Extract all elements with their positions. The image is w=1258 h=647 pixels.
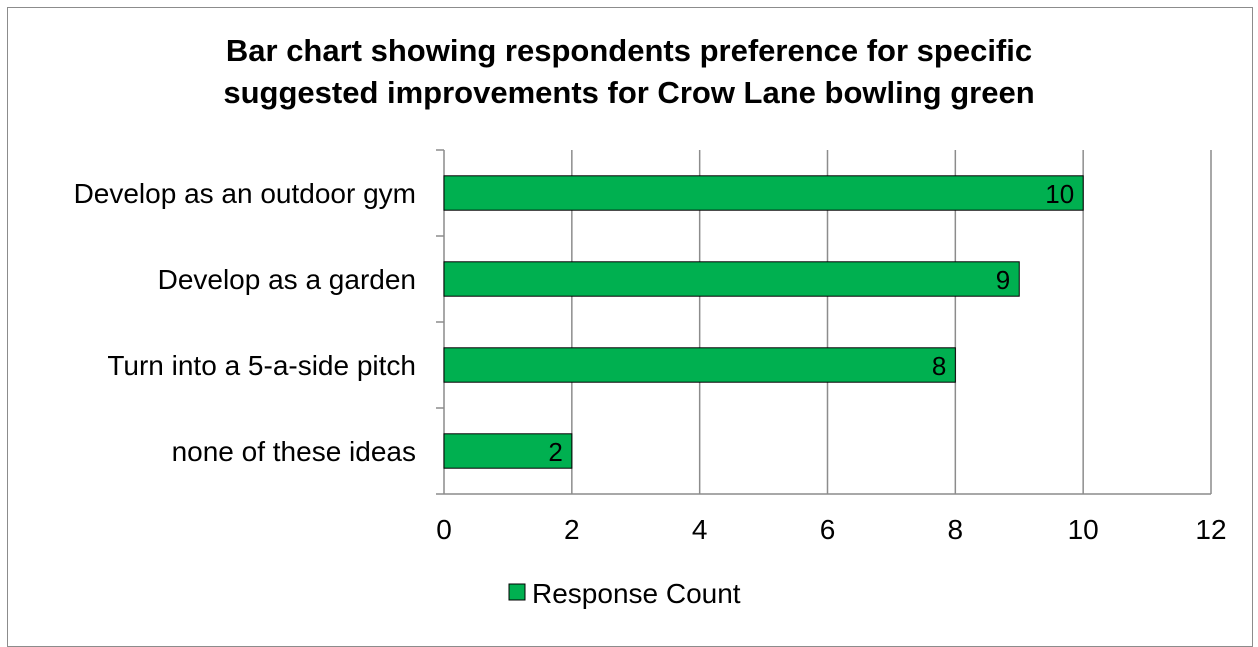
category-label-2: Turn into a 5-a-side pitch bbox=[107, 350, 416, 381]
data-label-0: 10 bbox=[1045, 179, 1074, 209]
legend-label: Response Count bbox=[532, 578, 741, 609]
bar-1 bbox=[443, 261, 1020, 297]
bars: 10 9 8 2 bbox=[443, 175, 1084, 469]
x-tick-label-8: 8 bbox=[948, 514, 964, 545]
category-labels: Develop as an outdoor gym Develop as a ga… bbox=[74, 178, 416, 467]
x-tick-label-10: 10 bbox=[1068, 514, 1099, 545]
legend-swatch bbox=[508, 583, 526, 601]
x-tick-label-6: 6 bbox=[820, 514, 836, 545]
tick-labels: 0 2 4 6 8 10 12 bbox=[436, 514, 1226, 545]
data-label-2: 8 bbox=[932, 351, 946, 381]
data-label-3: 2 bbox=[548, 437, 562, 467]
category-label-0: Develop as an outdoor gym bbox=[74, 178, 416, 209]
data-label-1: 9 bbox=[996, 265, 1010, 295]
x-tick-label-12: 12 bbox=[1195, 514, 1226, 545]
bar-2 bbox=[443, 347, 956, 383]
x-tick-label-2: 2 bbox=[564, 514, 580, 545]
chart-title: Bar chart showing respondents preference… bbox=[0, 30, 1258, 114]
x-tick-label-0: 0 bbox=[436, 514, 452, 545]
bar-3 bbox=[443, 433, 573, 469]
category-label-3: none of these ideas bbox=[172, 436, 416, 467]
chart-frame bbox=[7, 7, 1253, 647]
legend[interactable]: Response Count bbox=[508, 578, 741, 609]
x-tick-label-4: 4 bbox=[692, 514, 708, 545]
bar-0 bbox=[443, 175, 1084, 211]
chart-title-line-1: Bar chart showing respondents preference… bbox=[225, 33, 1033, 68]
category-label-1: Develop as a garden bbox=[158, 264, 416, 295]
chart-title-line-2: suggested improvements for Crow Lane bow… bbox=[223, 75, 1035, 110]
